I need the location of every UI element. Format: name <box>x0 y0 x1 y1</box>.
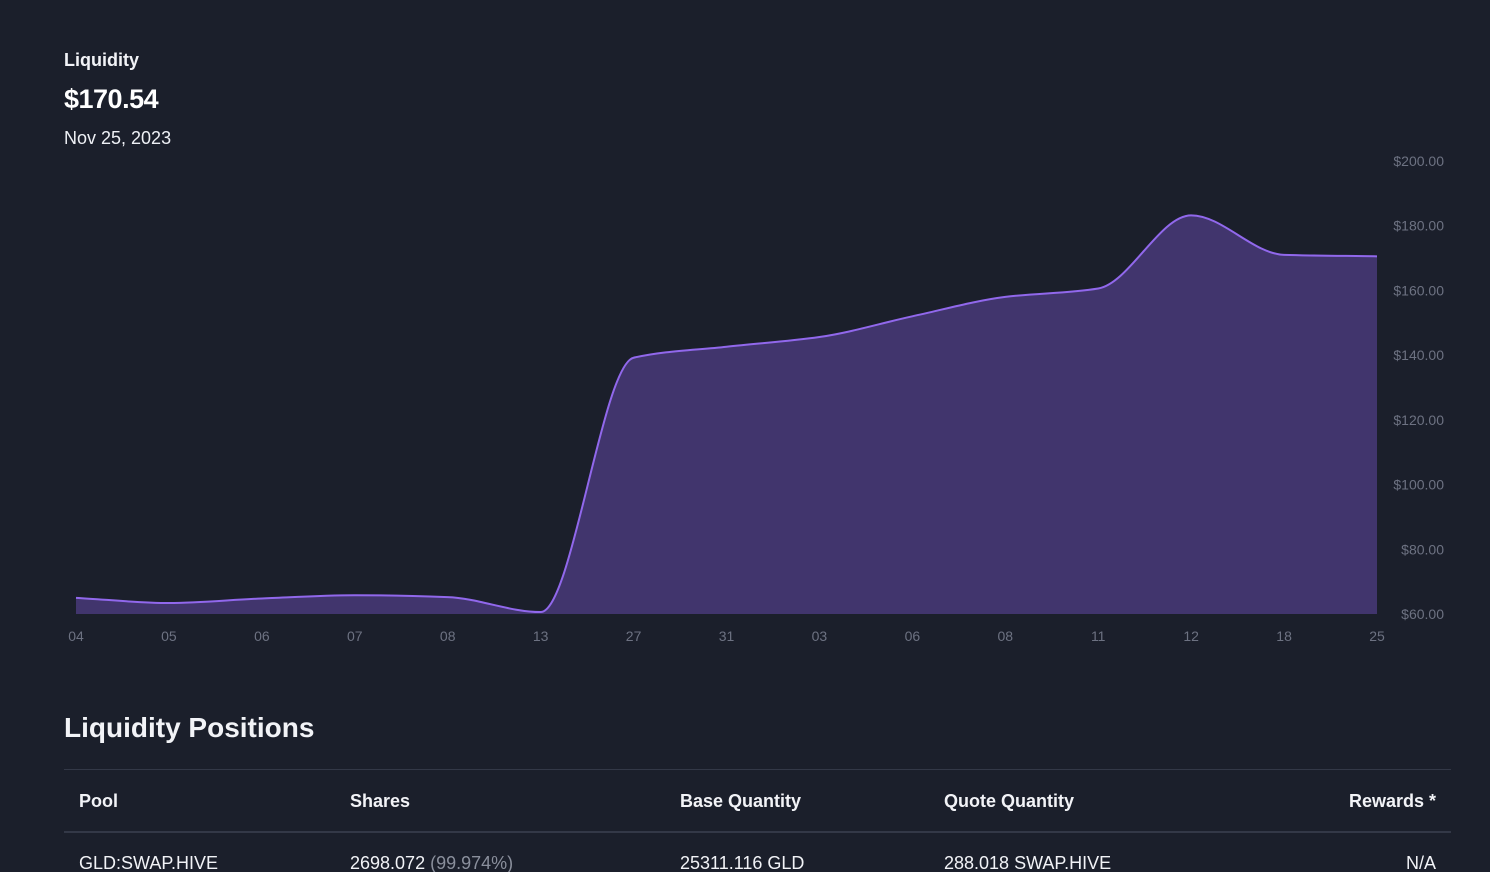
y-tick-label: $200.00 <box>1393 153 1444 169</box>
data-point-3[interactable] <box>351 591 359 599</box>
data-point-4[interactable] <box>444 593 452 601</box>
cell-shares: 2698.072 (99.974%) <box>350 853 513 872</box>
column-header-quote-quantity[interactable]: Quote Quantity <box>944 791 1074 811</box>
y-tick-label: $160.00 <box>1393 282 1444 298</box>
x-tick-label: 05 <box>161 628 177 644</box>
cell-pool[interactable]: GLD:SWAP.HIVE <box>79 853 219 872</box>
shares-percent: (99.974%) <box>430 853 514 872</box>
chart-series-line <box>75 214 1378 614</box>
data-point-5[interactable] <box>537 608 545 616</box>
x-tick-label: 08 <box>440 628 456 644</box>
x-tick-label: 25 <box>1369 628 1385 644</box>
table-header: Pool Shares Base Quantity Quote Quantity… <box>64 770 1451 833</box>
data-point-14[interactable] <box>1373 252 1381 260</box>
positions-title: Liquidity Positions <box>64 712 315 743</box>
y-tick-label: $120.00 <box>1393 412 1444 428</box>
data-point-13[interactable] <box>1280 251 1288 259</box>
x-tick-label: 11 <box>1091 628 1106 644</box>
y-tick-label: $80.00 <box>1401 541 1444 557</box>
x-tick-label: 13 <box>533 628 549 644</box>
cell-quote-quantity: 288.018 SWAP.HIVE <box>944 853 1112 872</box>
column-header-rewards[interactable]: Rewards * <box>1348 791 1436 811</box>
x-tick-label: 06 <box>905 628 921 644</box>
data-point-9[interactable] <box>908 312 916 320</box>
column-header-shares[interactable]: Shares <box>350 791 411 811</box>
positions-table: Pool Shares Base Quantity Quote Quantity… <box>64 769 1451 872</box>
y-tick-label: $60.00 <box>1401 606 1444 622</box>
y-axis-ticks: $200.00 $180.00 $160.00 $140.00 $120.00 $100.… <box>1393 153 1444 622</box>
cell-rewards: N/A <box>1405 853 1436 872</box>
y-tick-label: $140.00 <box>1393 347 1444 363</box>
data-point-2[interactable] <box>258 594 266 602</box>
data-point-1[interactable] <box>165 599 173 607</box>
x-tick-label: 08 <box>997 628 1013 644</box>
liquidity-chart[interactable]: $200.00 $180.00 $160.00 $140.00 $120.00 $100.… <box>0 0 1490 660</box>
data-point-0[interactable] <box>72 594 80 602</box>
data-point-7[interactable] <box>723 343 731 351</box>
y-tick-label: $100.00 <box>1393 477 1444 493</box>
x-tick-label: 07 <box>347 628 363 644</box>
liquidity-date: Nov 25, 2023 <box>64 128 172 148</box>
x-tick-label: 06 <box>254 628 270 644</box>
x-tick-label: 03 <box>812 628 828 644</box>
column-header-pool[interactable]: Pool <box>79 791 118 811</box>
cell-base-quantity: 25311.116 GLD <box>680 853 805 872</box>
x-tick-label: 04 <box>68 628 84 644</box>
shares-amount: 2698.072 <box>350 853 426 872</box>
x-axis-ticks: 04 05 06 07 08 13 27 31 03 06 08 11 12 18 25 <box>68 628 1385 644</box>
x-tick-label: 31 <box>719 628 735 644</box>
column-header-base-quantity[interactable]: Base Quantity <box>680 791 802 811</box>
data-point-6[interactable] <box>630 354 638 362</box>
data-point-11[interactable] <box>1094 284 1102 292</box>
x-tick-label: 18 <box>1276 628 1292 644</box>
chart-area <box>76 215 1377 615</box>
x-tick-label: 27 <box>626 628 642 644</box>
data-point-12[interactable] <box>1187 211 1195 219</box>
liquidity-label: Liquidity <box>64 50 139 70</box>
data-point-8[interactable] <box>815 333 823 341</box>
liquidity-value: $170.54 <box>64 84 159 114</box>
x-tick-label: 12 <box>1183 628 1199 644</box>
y-tick-label: $180.00 <box>1393 218 1444 234</box>
data-point-10[interactable] <box>1001 293 1009 301</box>
table-row[interactable]: GLD:SWAP.HIVE 2698.072 (99.974%) 25311.1… <box>64 833 1451 872</box>
